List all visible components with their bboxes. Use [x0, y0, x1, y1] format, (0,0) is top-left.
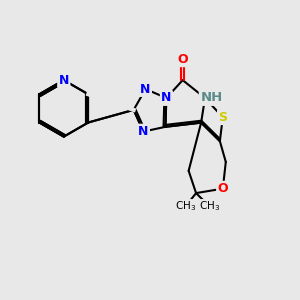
Text: S: S — [218, 111, 227, 124]
Text: N: N — [58, 74, 69, 87]
Text: CH$_3$: CH$_3$ — [175, 200, 196, 213]
Text: O: O — [218, 182, 228, 195]
Text: NH: NH — [200, 92, 223, 104]
Text: N: N — [161, 92, 172, 104]
Text: NH: NH — [200, 92, 221, 104]
Text: O: O — [177, 53, 188, 66]
Text: N: N — [140, 82, 151, 96]
Text: O: O — [177, 53, 188, 66]
Text: N: N — [140, 82, 151, 96]
Text: N: N — [138, 125, 148, 138]
Text: CH$_3$: CH$_3$ — [199, 200, 220, 213]
Text: N: N — [138, 125, 148, 138]
Text: S: S — [218, 111, 227, 124]
Text: N: N — [58, 74, 69, 87]
Text: N: N — [161, 92, 172, 104]
Text: O: O — [218, 182, 228, 195]
